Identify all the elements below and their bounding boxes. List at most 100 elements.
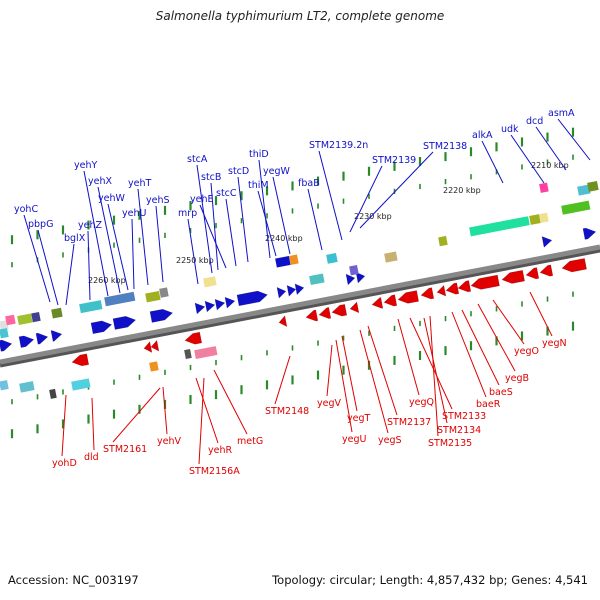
gene-label-reverse: yegV	[317, 398, 341, 409]
feature-box	[561, 200, 591, 215]
leader-line	[429, 315, 439, 437]
gene-label-forward: STM2139.2n	[309, 140, 368, 151]
gene-label-forward: mrp	[178, 208, 197, 219]
forward-cds-arrow	[214, 298, 226, 311]
reverse-cds-arrow	[143, 341, 153, 353]
forward-cds-arrow	[18, 335, 35, 348]
feature-box	[203, 276, 217, 288]
gene-label-reverse: yegO	[514, 346, 539, 357]
leader-line	[557, 118, 591, 161]
gene-label-forward: udk	[501, 124, 519, 135]
feature-box	[0, 380, 9, 391]
reverse-cds-arrow	[501, 269, 525, 284]
gene-label-reverse: yegT	[347, 413, 370, 424]
leader-line	[510, 134, 545, 184]
leader-line	[307, 188, 323, 251]
gene-label-forward: yohC	[14, 204, 38, 215]
leader-line	[272, 176, 291, 255]
reverse-cds-arrow	[383, 294, 398, 307]
feature-box	[326, 253, 338, 264]
leader-line	[112, 387, 161, 443]
reverse-cds-arrow	[349, 301, 360, 314]
leader-line	[535, 126, 567, 171]
gene-label-reverse: yehR	[208, 445, 232, 456]
feature-box	[149, 361, 159, 372]
gene-label-forward: stcB	[201, 172, 221, 183]
leader-line	[326, 344, 333, 397]
feature-box	[529, 214, 541, 225]
feature-box	[469, 216, 530, 237]
leader-line	[349, 165, 383, 233]
leader-line	[274, 355, 291, 405]
gene-label-reverse: yehV	[157, 436, 181, 447]
reverse-cds-arrow	[457, 280, 472, 293]
forward-cds-arrow	[541, 236, 553, 248]
forward-cds-arrow	[355, 271, 366, 284]
label-leader-lines	[23, 118, 591, 465]
reverse-cds-arrow	[371, 297, 384, 309]
reverse-cds-arrow	[436, 284, 447, 297]
leader-line	[195, 377, 219, 444]
gene-label-forward: STM2139	[372, 155, 416, 166]
forward-cds-arrow	[149, 308, 174, 323]
leader-line	[225, 198, 237, 267]
scale-label: 2210 kbp	[531, 161, 569, 170]
feature-box	[194, 346, 218, 360]
reverse-cds-arrow	[470, 274, 500, 290]
feature-box	[51, 307, 63, 319]
gene-label-forward: yehT	[128, 178, 151, 189]
leader-line	[196, 164, 213, 274]
feature-box	[49, 388, 57, 399]
gene-label-forward: dcd	[526, 116, 543, 127]
leader-line	[97, 186, 121, 294]
gene-label-reverse: baeS	[489, 387, 513, 398]
gene-label-reverse: STM2134	[437, 425, 481, 436]
feature-box	[19, 381, 35, 393]
scale-label: 2220 kbp	[443, 186, 481, 195]
gene-label-forward: alkA	[472, 130, 493, 141]
reverse-cds-arrow	[305, 309, 319, 322]
leader-line	[107, 203, 129, 291]
leader-line	[131, 218, 135, 290]
feature-box	[31, 311, 41, 323]
gene-label-forward: yehE	[190, 194, 214, 205]
reverse-cds-arrow	[397, 290, 419, 304]
leader-line	[477, 303, 516, 372]
gene-label-reverse: yohD	[52, 458, 77, 469]
leader-line	[199, 204, 227, 269]
feature-box	[159, 287, 169, 298]
leader-line	[87, 230, 91, 301]
leader-line	[367, 325, 398, 416]
gene-label-forward: stcA	[187, 154, 208, 165]
gene-label-reverse: STM2148	[265, 406, 309, 417]
leader-line	[198, 377, 205, 465]
forward-cds-arrow	[204, 300, 216, 313]
genome-stats-text: Topology: circular; Length: 4,857,432 bp…	[272, 573, 588, 587]
reverse-cds-arrow	[278, 315, 288, 328]
gene-label-forward: yehU	[122, 208, 146, 219]
gene-label-forward: yehX	[88, 176, 112, 187]
forward-cds-arrow	[345, 273, 356, 286]
leader-line	[210, 182, 219, 271]
feature-box	[17, 313, 33, 325]
gene-label-reverse: dld	[84, 452, 99, 463]
leader-line	[258, 159, 271, 259]
feature-box	[184, 348, 192, 359]
leader-line	[213, 369, 248, 435]
gene-label-forward: bglX	[64, 233, 86, 244]
reverse-cds-arrow	[539, 264, 554, 277]
forward-cds-arrow	[224, 296, 236, 309]
gene-label-reverse: STM2156A	[189, 466, 240, 477]
leader-line	[83, 170, 109, 297]
feature-box	[438, 235, 448, 247]
forward-cds-arrow	[35, 332, 49, 345]
leader-line	[461, 309, 500, 386]
feature-box	[79, 300, 103, 314]
scale-ticks	[10, 127, 575, 439]
leader-line	[397, 318, 420, 396]
reverse-cds-arrow	[445, 282, 460, 295]
feature-box	[539, 212, 549, 223]
gene-label-forward: yegW	[263, 166, 290, 177]
forward-cds-arrow	[112, 316, 137, 330]
forward-cds-arrow	[0, 339, 13, 352]
